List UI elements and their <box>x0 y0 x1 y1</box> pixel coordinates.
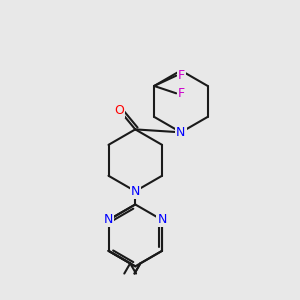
Text: F: F <box>178 87 185 100</box>
Text: N: N <box>130 185 140 198</box>
Text: N: N <box>104 213 113 226</box>
Text: O: O <box>114 103 124 117</box>
Text: F: F <box>178 69 185 82</box>
Text: N: N <box>176 126 186 139</box>
Text: N: N <box>158 213 167 226</box>
